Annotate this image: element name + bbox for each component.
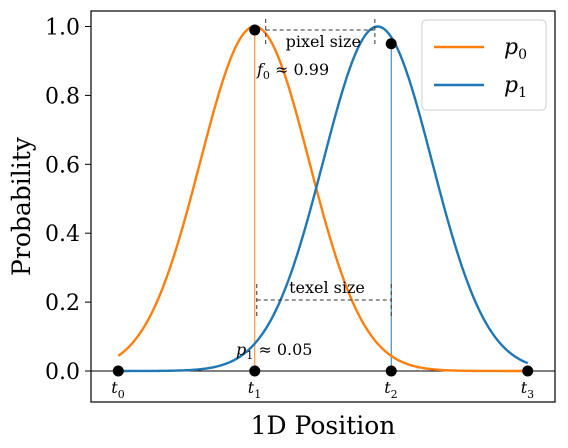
texel-size-label: texel size [289, 278, 365, 297]
sample-point [112, 365, 124, 377]
sample-point [385, 38, 397, 50]
y-tick-label: 0.2 [45, 291, 80, 316]
pixel-size-label: pixel size [286, 32, 361, 51]
plot-frame [90, 10, 556, 403]
sample-point [249, 365, 261, 377]
series-p1-line [118, 25, 529, 373]
f0-annotation: f0 ≈ 0.99 [256, 60, 329, 82]
sample-point [385, 365, 397, 377]
x-point-label: t0 [111, 378, 124, 401]
y-tick-label: 1.0 [45, 16, 80, 41]
y-tick-label: 0.0 [45, 360, 80, 385]
legend-box [421, 19, 547, 111]
y-tick-label: 0.8 [45, 84, 80, 109]
p1-annotation: p1 ≈ 0.05 [236, 340, 312, 362]
legend-label-p0: p0 [504, 35, 527, 63]
y-axis-title: Probability [7, 136, 36, 276]
series-p0-line [117, 25, 528, 373]
x-point-label: t1 [248, 378, 261, 401]
sample-point [249, 24, 261, 36]
y-tick-label: 0.6 [45, 153, 80, 178]
x-axis-title: 1D Position [251, 411, 396, 440]
x-point-label: t2 [384, 378, 397, 401]
legend-label-p1: p1 [504, 73, 527, 101]
y-tick-label: 0.4 [45, 222, 80, 247]
sample-point [522, 365, 534, 377]
x-point-label: t3 [521, 378, 534, 401]
